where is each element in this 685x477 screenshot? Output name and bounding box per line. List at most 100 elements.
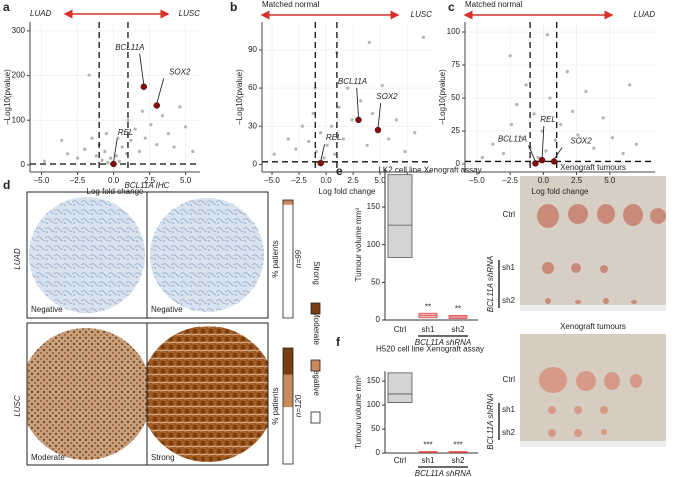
gene-point: [114, 154, 119, 158]
y-axis-label: –Log10(pvalue): [3, 69, 12, 125]
panel-label: b: [230, 0, 237, 14]
gene-point: [592, 146, 596, 150]
x-tick-label: Ctrl: [394, 456, 407, 465]
highlight-point: [140, 83, 148, 90]
stack-segment: [283, 374, 293, 408]
group-label: BCL11A shRNA: [486, 393, 495, 449]
gene-point: [137, 149, 142, 154]
gene-point: [90, 136, 94, 140]
gene-point: [413, 130, 417, 135]
y-tick-label: 0: [456, 159, 461, 168]
image-label: Negative: [31, 305, 63, 314]
gene-point: [140, 109, 144, 113]
direction-label: LUSC: [411, 10, 433, 19]
stack-segment: [283, 204, 293, 318]
gene-point: [634, 142, 638, 146]
y-tick-label: 0: [376, 315, 381, 324]
panel-title: H520 cell line Xenograft assay: [376, 345, 484, 354]
direction-label: LUAD: [30, 9, 52, 18]
gene-point: [191, 149, 195, 154]
gene-point: [329, 124, 334, 128]
gene-point: [544, 149, 548, 153]
y-axis-label: Tumour volume mm³: [354, 208, 363, 282]
gene-point: [322, 156, 326, 160]
highlight-point: [355, 116, 362, 124]
gene-point: [403, 150, 407, 154]
group-label: BCL11A shRNA: [415, 338, 471, 347]
y-tick-label: 150: [367, 202, 381, 211]
significance: ***: [453, 441, 462, 450]
image-label: Negative: [151, 305, 183, 314]
gene-point: [286, 137, 290, 141]
gene-point: [294, 147, 298, 151]
gene-point: [116, 136, 120, 140]
gene-point: [350, 118, 354, 122]
gene-point: [337, 105, 341, 109]
gene-point: [172, 145, 176, 149]
group-label: BCL11A shRNA: [415, 469, 471, 477]
x-tick-label: 5.0: [375, 176, 387, 185]
x-tick-label: 2.5: [348, 176, 360, 185]
gene-point: [365, 143, 369, 147]
label-leader: [139, 53, 145, 85]
x-tick-label: –5.0: [469, 176, 485, 185]
direction-label: LUSC: [179, 9, 201, 18]
highlight-point: [110, 160, 117, 168]
gene-point: [421, 35, 425, 39]
gene-point: [319, 130, 323, 135]
direction-label: Matched normal: [262, 0, 320, 9]
y-axis-label: –Log10(pvalue): [438, 69, 447, 125]
row-label: Ctrl: [503, 375, 516, 384]
gene-point: [149, 123, 153, 127]
legend-swatch: [310, 302, 321, 315]
gene-label: SOX2: [376, 92, 398, 101]
highlight-point: [532, 160, 539, 167]
panel-label: e: [336, 164, 343, 178]
gene-point: [584, 89, 588, 94]
gene-point: [346, 86, 350, 90]
label-leader: [553, 147, 563, 160]
gene-point: [565, 70, 569, 74]
gene-point: [87, 73, 91, 77]
gene-point: [313, 86, 317, 90]
legend-label: Strong: [312, 261, 321, 285]
y-tick-label: 100: [447, 27, 461, 36]
gene-point: [548, 96, 552, 100]
stack-segment: [283, 407, 293, 464]
gene-point: [65, 152, 70, 156]
y-tick-label: 0: [21, 160, 26, 169]
gene-point: [160, 114, 165, 118]
y-axis-label: % patients: [271, 240, 280, 277]
y-axis-label: Tumour volume mm³: [354, 375, 363, 449]
gene-label: REL: [118, 128, 134, 137]
image-label: Moderate: [31, 453, 65, 462]
gene-point: [601, 116, 605, 120]
direction-label: Matched normal: [465, 0, 523, 9]
gene-point: [553, 138, 557, 142]
gene-label: REL: [540, 115, 556, 124]
gene-point: [94, 154, 98, 158]
y-tick-label: 200: [12, 71, 26, 80]
label-leader: [113, 138, 118, 163]
label-leader: [320, 144, 325, 162]
panel-label: a: [3, 0, 10, 14]
gene-point: [42, 159, 47, 163]
gene-point: [536, 155, 540, 160]
y-axis-label: % patients: [271, 387, 280, 424]
gene-label: SOX2: [570, 137, 592, 146]
y-tick-label: 90: [248, 45, 257, 54]
gene-label: SOX2: [169, 68, 191, 77]
gene-label: BCL11A: [115, 43, 144, 52]
box: [387, 372, 413, 403]
label-leader: [356, 87, 359, 118]
gene-point: [155, 143, 159, 147]
n-label: n=99: [294, 249, 303, 268]
gene-point: [501, 151, 506, 156]
gene-point: [129, 138, 133, 142]
x-tick-label: 0.0: [108, 176, 120, 185]
gene-point: [272, 152, 276, 156]
gene-point: [628, 83, 632, 87]
x-tick-label: 5.0: [180, 176, 192, 185]
n-label: n=120: [294, 394, 303, 417]
gene-point: [178, 105, 182, 109]
